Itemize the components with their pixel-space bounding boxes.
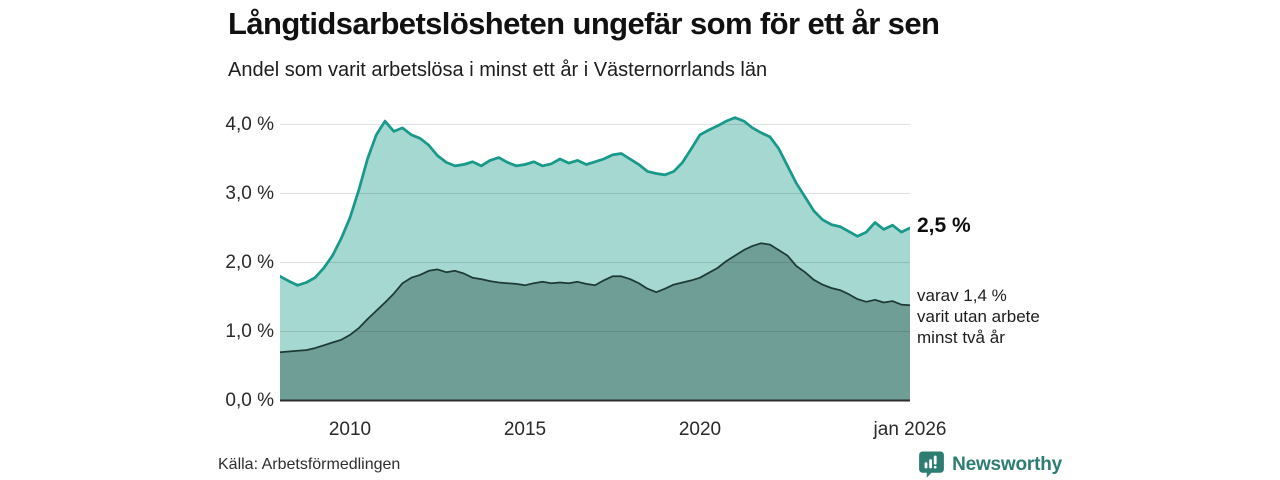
sub-annotation: varav 1,4 % varit utan arbete minst två … <box>917 285 1040 348</box>
page-title: Långtidsarbetslösheten ungefär som för e… <box>228 6 940 41</box>
source-attribution: Källa: Arbetsförmedlingen <box>218 456 401 473</box>
x-tick-label-2010: 2010 <box>328 419 372 440</box>
x-tick-label-2020: 2020 <box>678 419 722 440</box>
sub-annotation-line-1: varav 1,4 % <box>917 286 1007 305</box>
newsworthy-logo: Newsworthy <box>918 450 1062 479</box>
end-value-annotation: 2,5 % <box>917 214 971 237</box>
chart-subtitle: Andel som varit arbetslösa i minst ett å… <box>228 59 768 81</box>
x-tick-label-2015: 2015 <box>503 419 547 440</box>
y-tick-label-3: 3,0 % <box>225 182 274 204</box>
y-tick-label-0: 0,0 % <box>225 389 274 411</box>
y-tick-label-1: 1,0 % <box>225 320 274 342</box>
y-tick-label-2: 2,0 % <box>225 251 274 273</box>
x-tick-label-2026: jan 2026 <box>873 419 947 440</box>
series-line-1 <box>280 116 910 287</box>
series-line-2 <box>280 242 910 354</box>
sub-annotation-line-3: minst två år <box>917 328 1005 347</box>
y-tick-label-4: 4,0 % <box>225 113 274 135</box>
area-chart-plot <box>280 116 910 402</box>
newsworthy-bubble-chart-icon <box>919 451 944 478</box>
series-area-2 <box>280 243 910 401</box>
sub-annotation-line-2: varit utan arbete <box>917 307 1040 326</box>
newsworthy-wordmark: Newsworthy <box>952 453 1062 475</box>
